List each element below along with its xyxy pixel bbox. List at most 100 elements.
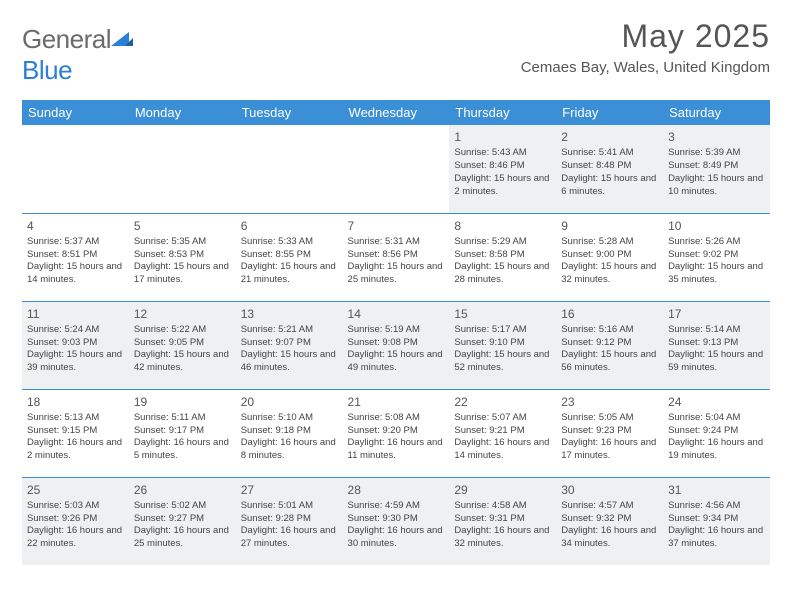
logo-text: General Blue: [22, 24, 133, 86]
day-number: 27: [241, 482, 338, 498]
sunrise-text: Sunrise: 5:03 AM: [27, 500, 124, 513]
location: Cemaes Bay, Wales, United Kingdom: [521, 59, 770, 76]
sunrise-text: Sunrise: 5:04 AM: [668, 412, 765, 425]
sunset-text: Sunset: 9:20 PM: [348, 425, 445, 438]
sunset-text: Sunset: 9:15 PM: [27, 425, 124, 438]
sunrise-text: Sunrise: 4:59 AM: [348, 500, 445, 513]
calendar-day-cell: 6Sunrise: 5:33 AMSunset: 8:55 PMDaylight…: [236, 213, 343, 301]
calendar-day-cell: 22Sunrise: 5:07 AMSunset: 9:21 PMDayligh…: [449, 389, 556, 477]
logo-word-1: General: [22, 24, 111, 54]
day-number: 18: [27, 394, 124, 410]
sunrise-text: Sunrise: 5:07 AM: [454, 412, 551, 425]
calendar-day-cell: 11Sunrise: 5:24 AMSunset: 9:03 PMDayligh…: [22, 301, 129, 389]
daylight-text: Daylight: 15 hours and 35 minutes.: [668, 261, 765, 287]
day-number: 17: [668, 306, 765, 322]
day-number: 28: [348, 482, 445, 498]
day-number: 20: [241, 394, 338, 410]
daylight-text: Daylight: 16 hours and 22 minutes.: [27, 525, 124, 551]
day-number: 16: [561, 306, 658, 322]
calendar-day-cell: 17Sunrise: 5:14 AMSunset: 9:13 PMDayligh…: [663, 301, 770, 389]
daylight-text: Daylight: 16 hours and 32 minutes.: [454, 525, 551, 551]
sunrise-text: Sunrise: 5:10 AM: [241, 412, 338, 425]
sunrise-text: Sunrise: 5:29 AM: [454, 236, 551, 249]
sunrise-text: Sunrise: 5:39 AM: [668, 147, 765, 160]
calendar-day-cell: 13Sunrise: 5:21 AMSunset: 9:07 PMDayligh…: [236, 301, 343, 389]
daylight-text: Daylight: 15 hours and 10 minutes.: [668, 173, 765, 199]
calendar-day-cell: 3Sunrise: 5:39 AMSunset: 8:49 PMDaylight…: [663, 125, 770, 213]
sunset-text: Sunset: 8:48 PM: [561, 160, 658, 173]
calendar-body: 1Sunrise: 5:43 AMSunset: 8:46 PMDaylight…: [22, 125, 770, 565]
sunrise-text: Sunrise: 5:08 AM: [348, 412, 445, 425]
logo-word-2: Blue: [22, 55, 72, 85]
daylight-text: Daylight: 15 hours and 25 minutes.: [348, 261, 445, 287]
weekday-header: Monday: [129, 100, 236, 125]
calendar-day-cell: 10Sunrise: 5:26 AMSunset: 9:02 PMDayligh…: [663, 213, 770, 301]
daylight-text: Daylight: 16 hours and 19 minutes.: [668, 437, 765, 463]
sunrise-text: Sunrise: 5:28 AM: [561, 236, 658, 249]
day-number: 25: [27, 482, 124, 498]
calendar-day-cell: 30Sunrise: 4:57 AMSunset: 9:32 PMDayligh…: [556, 477, 663, 565]
daylight-text: Daylight: 16 hours and 14 minutes.: [454, 437, 551, 463]
day-number: 12: [134, 306, 231, 322]
calendar-day-cell: 18Sunrise: 5:13 AMSunset: 9:15 PMDayligh…: [22, 389, 129, 477]
sunset-text: Sunset: 9:32 PM: [561, 513, 658, 526]
daylight-text: Daylight: 16 hours and 5 minutes.: [134, 437, 231, 463]
day-number: 4: [27, 218, 124, 234]
sunrise-text: Sunrise: 5:11 AM: [134, 412, 231, 425]
daylight-text: Daylight: 15 hours and 32 minutes.: [561, 261, 658, 287]
daylight-text: Daylight: 16 hours and 34 minutes.: [561, 525, 658, 551]
sunrise-text: Sunrise: 5:26 AM: [668, 236, 765, 249]
calendar-day-cell: 8Sunrise: 5:29 AMSunset: 8:58 PMDaylight…: [449, 213, 556, 301]
sunrise-text: Sunrise: 5:21 AM: [241, 324, 338, 337]
weekday-header: Tuesday: [236, 100, 343, 125]
day-number: 6: [241, 218, 338, 234]
daylight-text: Daylight: 15 hours and 21 minutes.: [241, 261, 338, 287]
sunset-text: Sunset: 9:17 PM: [134, 425, 231, 438]
calendar-day-cell: 12Sunrise: 5:22 AMSunset: 9:05 PMDayligh…: [129, 301, 236, 389]
calendar-week-row: 11 Sunrise: 5:24 AMSunset: 9:03 PM Dayligh…: [22, 301, 770, 389]
daylight-text: Daylight: 15 hours and 14 minutes.: [27, 261, 124, 287]
calendar-day-cell: 4Sunrise: 5:37 AMSunset: 8:51 PMDaylight…: [22, 213, 129, 301]
calendar-day-cell: 26Sunrise: 5:02 AMSunset: 9:27 PMDayligh…: [129, 477, 236, 565]
day-number: 19: [134, 394, 231, 410]
day-number: 10: [668, 218, 765, 234]
calendar-week-row: 1Sunrise: 5:43 AMSunset: 8:46 PMDaylight…: [22, 125, 770, 213]
calendar-week-row: 18Sunrise: 5:13 AMSunset: 9:15 PMDayligh…: [22, 389, 770, 477]
sunset-text: Sunset: 9:08 PM: [348, 337, 445, 350]
sunrise-text: Sunrise: 5:43 AM: [454, 147, 551, 160]
calendar-day-cell: 24Sunrise: 5:04 AMSunset: 9:24 PMDayligh…: [663, 389, 770, 477]
sunrise-text: Sunrise: 5:35 AM: [134, 236, 231, 249]
weekday-header: Friday: [556, 100, 663, 125]
day-number: 5: [134, 218, 231, 234]
day-number: 23: [561, 394, 658, 410]
sunrise-text: Sunrise: 5:16 AM: [561, 324, 658, 337]
calendar-day-cell: 31Sunrise: 4:56 AMSunset: 9:34 PMDayligh…: [663, 477, 770, 565]
calendar-empty-cell: [129, 125, 236, 213]
day-number: 15: [454, 306, 551, 322]
weekday-header: Wednesday: [343, 100, 450, 125]
calendar-day-cell: 7Sunrise: 5:31 AMSunset: 8:56 PMDaylight…: [343, 213, 450, 301]
daylight-text: Daylight: 15 hours and 28 minutes.: [454, 261, 551, 287]
calendar-day-cell: 29Sunrise: 4:58 AMSunset: 9:31 PMDayligh…: [449, 477, 556, 565]
sunset-text: Sunset: 9:13 PM: [668, 337, 765, 350]
calendar-day-cell: 16Sunrise: 5:16 AMSunset: 9:12 PMDayligh…: [556, 301, 663, 389]
daylight-text: Daylight: 15 hours and 56 minutes.: [561, 349, 658, 375]
logo: General Blue: [22, 18, 133, 86]
calendar-week-row: 4Sunrise: 5:37 AMSunset: 8:51 PMDaylight…: [22, 213, 770, 301]
daylight-text: Daylight: 15 hours and 42 minutes.: [134, 349, 231, 375]
calendar-day-cell: 25Sunrise: 5:03 AMSunset: 9:26 PMDayligh…: [22, 477, 129, 565]
sunset-text: Sunset: 9:03 PM: [27, 337, 124, 350]
sunrise-text: Sunrise: 4:56 AM: [668, 500, 765, 513]
sunset-text: Sunset: 9:00 PM: [561, 249, 658, 262]
sunrise-text: Sunrise: 5:31 AM: [348, 236, 445, 249]
sunset-text: Sunset: 9:34 PM: [668, 513, 765, 526]
calendar-week-row: 25Sunrise: 5:03 AMSunset: 9:26 PMDayligh…: [22, 477, 770, 565]
day-number: 9: [561, 218, 658, 234]
sunset-text: Sunset: 8:51 PM: [27, 249, 124, 262]
sunrise-text: Sunrise: 5:24 AM: [27, 324, 124, 337]
sunset-text: Sunset: 9:27 PM: [134, 513, 231, 526]
sunrise-text: Sunrise: 5:14 AM: [668, 324, 765, 337]
calendar-day-cell: 9 Sunrise: 5:28 AMSunset: 9:00 PMDaylight…: [556, 213, 663, 301]
day-number: 11: [27, 306, 124, 322]
day-number: 7: [348, 218, 445, 234]
